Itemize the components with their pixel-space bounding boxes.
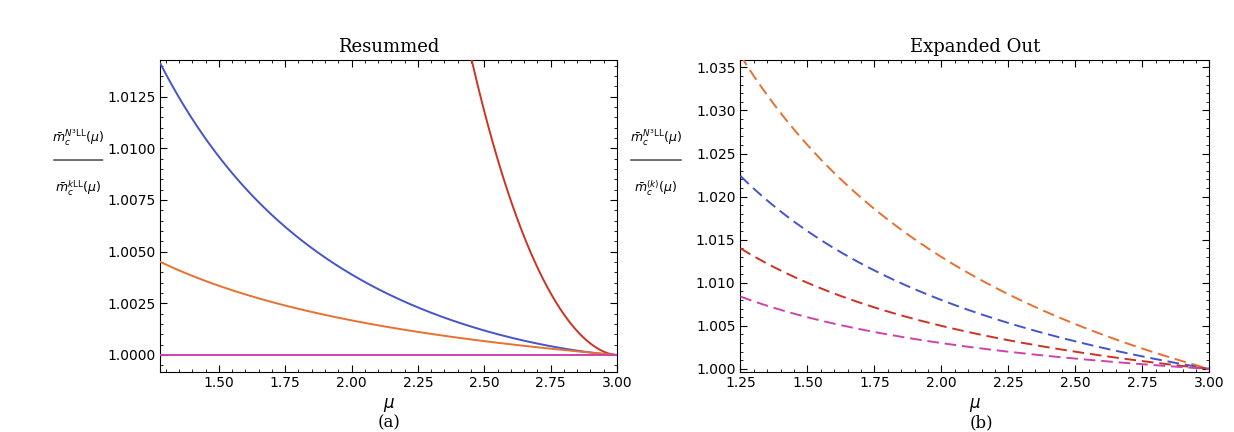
Text: $\bar{m}_c^{N^3{\rm LL}}(\mu)$: $\bar{m}_c^{N^3{\rm LL}}(\mu)$ bbox=[52, 127, 105, 148]
Text: (a): (a) bbox=[378, 415, 400, 432]
X-axis label: $\mu$: $\mu$ bbox=[383, 396, 395, 414]
Text: $\bar{m}_c^{(k)}(\mu)$: $\bar{m}_c^{(k)}(\mu)$ bbox=[634, 179, 677, 198]
Text: $\bar{m}_c^{k{\rm LL}}(\mu)$: $\bar{m}_c^{k{\rm LL}}(\mu)$ bbox=[56, 179, 101, 198]
X-axis label: $\mu$: $\mu$ bbox=[969, 396, 981, 414]
Title: Resummed: Resummed bbox=[338, 38, 439, 56]
Text: $\bar{m}_c^{N^3{\rm LL}}(\mu)$: $\bar{m}_c^{N^3{\rm LL}}(\mu)$ bbox=[629, 127, 682, 148]
Text: (b): (b) bbox=[969, 415, 993, 432]
Title: Expanded Out: Expanded Out bbox=[909, 38, 1040, 56]
